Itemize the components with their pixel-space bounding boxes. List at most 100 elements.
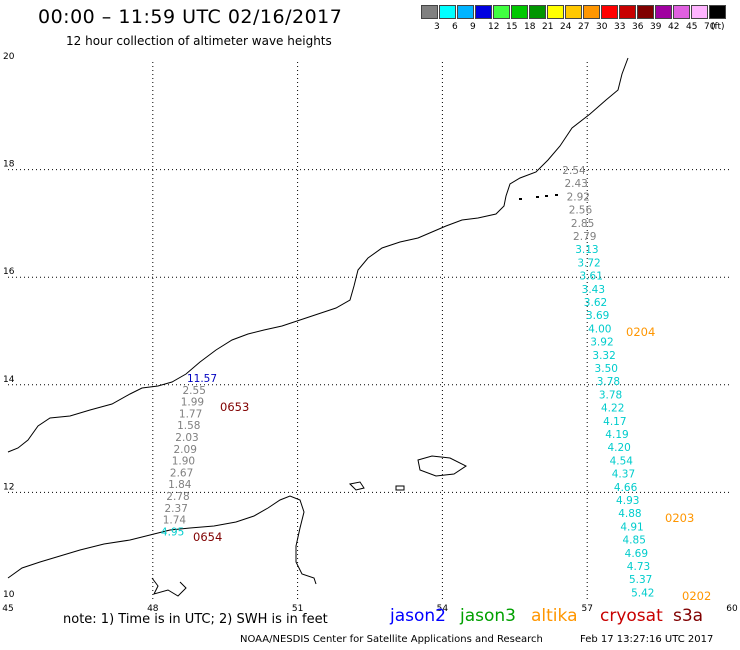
scale-label: 6 [452, 22, 458, 32]
swh-value-label: 3.62 [584, 297, 607, 309]
island-socotra [417, 455, 467, 477]
swh-value-label: 3.72 [577, 257, 600, 269]
swh-value-label: 5.37 [629, 574, 652, 586]
scale-swatch [709, 5, 726, 19]
swh-value-label: 4.93 [616, 495, 639, 507]
swh-value-label: 1.58 [177, 420, 200, 432]
scale-swatch [439, 5, 456, 19]
island-small [348, 481, 365, 491]
coastline-africa [7, 495, 317, 585]
swh-value-label: 3.78 [597, 376, 620, 388]
lon-tick-label: 57 [581, 604, 592, 614]
swh-value-label: 4.85 [623, 535, 646, 547]
lat-tick-label: 20 [3, 52, 15, 62]
swh-value-label: 4.37 [612, 469, 635, 481]
swh-value-label: 1.77 [179, 408, 202, 420]
island-small [395, 485, 405, 491]
pass-time-label: 0653 [220, 400, 249, 414]
swh-value-label: 1.99 [181, 397, 204, 409]
scale-label: 21 [542, 22, 554, 32]
swh-value-label: 4.17 [603, 416, 626, 428]
scale-swatch [655, 5, 672, 19]
swh-value-label: 3.13 [575, 244, 598, 256]
scale-unit: (ft) [711, 22, 725, 32]
scale-swatch [547, 5, 564, 19]
credit-text: NOAA/NESDIS Center for Satellite Applica… [240, 634, 543, 645]
swh-value-label: 2.92 [567, 191, 590, 203]
lon-tick-label: 51 [292, 604, 303, 614]
scale-swatch [475, 5, 492, 19]
swh-value-label: 4.19 [605, 429, 628, 441]
swh-value-label: 2.79 [573, 231, 596, 243]
generated-timestamp: Feb 17 13:27:16 UTC 2017 [580, 634, 714, 645]
scale-swatch [511, 5, 528, 19]
swh-value-label: 3.43 [582, 284, 605, 296]
swh-value-label: 1.84 [168, 479, 192, 491]
scale-label: 42 [668, 22, 680, 32]
scale-label: 30 [596, 22, 608, 32]
scale-label: 15 [506, 22, 518, 32]
footer-note: note: 1) Time is in UTC; 2) SWH is in fe… [63, 612, 328, 627]
swh-value-label: 1.90 [172, 456, 195, 468]
islet [545, 195, 548, 197]
scale-label: 39 [650, 22, 662, 32]
scale-label: 3 [434, 22, 440, 32]
scale-label: 70 [704, 22, 716, 32]
swh-value-label: 2.85 [571, 218, 594, 230]
lon-tick-label: 45 [2, 604, 13, 614]
swh-value-label: 3.78 [599, 389, 622, 401]
islet [555, 194, 558, 196]
swh-value-label: 2.54 [562, 165, 586, 177]
pass-time-label: 0654 [193, 530, 222, 544]
satellite-label-cryosat: cryosat [600, 606, 663, 626]
scale-label: 12 [488, 22, 500, 32]
scale-label: 33 [614, 22, 626, 32]
scale-label: 36 [632, 22, 644, 32]
swh-value-label: 2.56 [569, 205, 593, 217]
lon-tick-label: 60 [726, 604, 738, 614]
lat-tick-label: 16 [3, 267, 15, 277]
swh-value-label: 4.66 [614, 482, 638, 494]
scale-swatch [493, 5, 510, 19]
lon-tick-label: 48 [147, 604, 159, 614]
scale-swatch [691, 5, 708, 19]
pass-time-label: 0202 [682, 589, 711, 603]
swh-value-label: 2.37 [165, 503, 188, 515]
swh-value-label: 4.88 [618, 508, 641, 520]
satellite-label-jason2: jason2 [390, 606, 446, 626]
scale-swatch [619, 5, 636, 19]
swh-value-label: 4.73 [627, 561, 650, 573]
pass-time-label: 0203 [665, 511, 694, 525]
page-subtitle: 12 hour collection of altimeter wave hei… [66, 34, 332, 48]
lat-tick-label: 10 [3, 590, 15, 600]
swh-value-label: 3.50 [595, 363, 618, 375]
swh-value-label: 2.67 [170, 467, 193, 479]
island-cluster [151, 577, 187, 597]
swh-value-label: 4.00 [588, 323, 611, 335]
swh-value-label: 2.09 [174, 444, 197, 456]
scale-swatch [673, 5, 690, 19]
pass-time-label: 0204 [626, 325, 655, 339]
scale-label: 27 [578, 22, 590, 32]
swh-value-label: 4.95 [161, 526, 184, 538]
islet [519, 198, 522, 200]
satellite-label-altika: altika [531, 606, 578, 626]
page-title: 00:00 – 11:59 UTC 02/16/2017 [38, 6, 343, 28]
lat-tick-label: 18 [3, 160, 15, 170]
scale-swatch [529, 5, 546, 19]
swh-value-label: 4.69 [625, 548, 648, 560]
lat-tick-label: 14 [3, 375, 15, 385]
swh-value-label: 3.61 [580, 271, 603, 283]
swh-value-label: 2.03 [175, 432, 198, 444]
scale-label: 9 [470, 22, 476, 32]
scale-label: 18 [524, 22, 536, 32]
swh-value-label: 3.92 [590, 337, 613, 349]
scale-swatch [565, 5, 582, 19]
scale-swatch [601, 5, 618, 19]
scale-swatch [421, 5, 438, 19]
swh-value-label: 2.78 [166, 491, 189, 503]
satellite-label-s3a: s3a [673, 606, 704, 626]
swh-value-label: 3.69 [586, 310, 609, 322]
swh-value-label: 2.43 [564, 178, 587, 190]
